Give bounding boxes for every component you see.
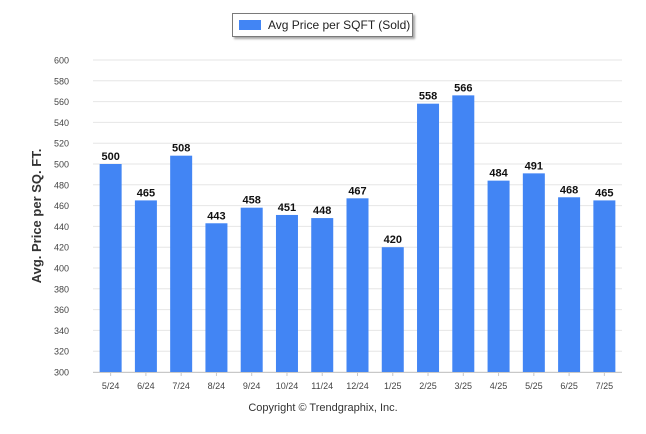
data-label: 500 [101, 151, 119, 163]
x-tick-label: 8/24 [208, 381, 226, 391]
bar [452, 95, 475, 373]
bar [381, 247, 404, 372]
y-tick-label: 580 [54, 76, 69, 86]
x-tick-label: 10/24 [276, 381, 299, 391]
x-tick-label: 6/25 [560, 381, 578, 391]
y-tick-label: 460 [54, 201, 69, 211]
x-tick-label: 1/25 [384, 381, 402, 391]
x-tick-label: 5/25 [525, 381, 543, 391]
x-tick-label: 3/25 [455, 381, 473, 391]
bar [522, 173, 545, 372]
bar [99, 164, 122, 372]
y-tick-label: 320 [54, 347, 69, 357]
data-label: 465 [595, 187, 613, 199]
data-labels: 500 465 508 443 458 451 448 467 420 558 566 484 491 4… [101, 82, 613, 246]
x-axis-ticks: 5/24 6/24 7/24 8/24 9/24 10/24 11/24 12/24 1/25 2… [102, 372, 613, 391]
bar [487, 180, 510, 372]
data-label: 558 [419, 91, 437, 103]
bar [311, 218, 334, 372]
data-label: 467 [348, 185, 366, 197]
y-tick-label: 540 [54, 118, 69, 128]
copyright-footer: Copyright © Trendgraphix, Inc. [248, 402, 398, 414]
x-tick-label: 5/24 [102, 381, 120, 391]
data-label: 566 [454, 82, 472, 94]
y-tick-label: 360 [54, 305, 69, 315]
bar [205, 223, 228, 372]
y-tick-label: 600 [54, 56, 69, 66]
y-tick-label: 500 [54, 160, 69, 170]
y-tick-label: 560 [54, 97, 69, 107]
y-tick-label: 380 [54, 284, 69, 294]
bar [240, 207, 263, 372]
bars [99, 95, 616, 373]
x-tick-label: 9/24 [243, 381, 261, 391]
legend-label: Avg Price per SQFT (Sold) [268, 18, 411, 32]
x-tick-label: 4/25 [490, 381, 508, 391]
data-label: 458 [243, 195, 261, 207]
data-label: 491 [525, 160, 543, 172]
y-tick-label: 420 [54, 243, 69, 253]
x-tick-label: 12/24 [346, 381, 369, 391]
y-tick-label: 340 [54, 326, 69, 336]
x-tick-label: 2/25 [419, 381, 437, 391]
data-label: 451 [278, 202, 296, 214]
bar [275, 214, 298, 372]
data-label: 420 [384, 234, 402, 246]
data-label: 468 [560, 184, 578, 196]
y-axis-label: Avg. Price per SQ. FT. [29, 149, 44, 284]
data-label: 508 [172, 143, 190, 155]
data-label: 465 [137, 187, 155, 199]
bar [417, 103, 440, 373]
y-axis-ticks: 300 320 340 360 380 400 420 440 460 480 500 520 540 5… [54, 56, 69, 378]
y-tick-label: 440 [54, 222, 69, 232]
data-label: 443 [207, 210, 225, 222]
legend-swatch [239, 20, 261, 30]
x-tick-label: 6/24 [137, 381, 155, 391]
y-tick-label: 480 [54, 180, 69, 190]
bar [134, 200, 157, 372]
y-tick-label: 300 [54, 368, 69, 378]
x-tick-label: 11/24 [311, 381, 333, 391]
bar [558, 197, 581, 372]
y-tick-label: 400 [54, 264, 69, 274]
data-label: 484 [489, 168, 508, 180]
data-label: 448 [313, 205, 331, 217]
legend: Avg Price per SQFT (Sold) [232, 13, 413, 37]
bar [593, 200, 616, 372]
x-tick-label: 7/24 [172, 381, 190, 391]
x-tick-label: 7/25 [596, 381, 614, 391]
bar [170, 155, 193, 372]
y-tick-label: 520 [54, 139, 69, 149]
bar [346, 198, 369, 372]
